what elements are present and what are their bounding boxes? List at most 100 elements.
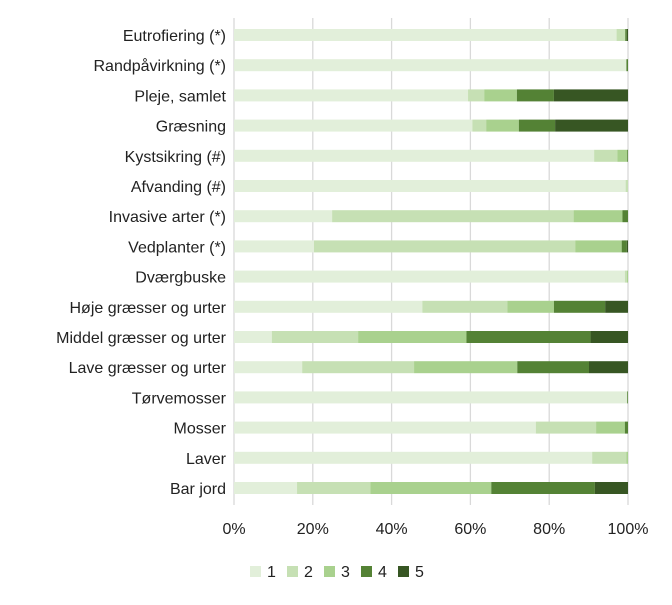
bar-segment-series-2 (271, 331, 359, 343)
bar-segment-series-5 (626, 29, 628, 41)
bar-segment-series-5 (626, 240, 628, 253)
legend-swatch (361, 566, 372, 577)
bar-segment-series-4 (625, 29, 627, 41)
bar-segment-series-2 (468, 89, 485, 102)
bar-segment-series-1 (234, 119, 473, 132)
legend-swatch (250, 566, 261, 577)
category-label: Laver (186, 451, 227, 468)
category-label: Mosser (174, 421, 227, 438)
category-label: Vedplanter (*) (128, 239, 226, 256)
legend: 1 2 3 4 5 (250, 564, 424, 581)
bar-segment-series-1 (234, 240, 314, 253)
bar-segment-series-5 (605, 300, 628, 313)
x-tick-label: 60% (454, 521, 486, 538)
x-tick-label: 100% (608, 521, 649, 538)
bar-segment-series-4 (621, 240, 627, 253)
bar-segment-series-2 (594, 149, 618, 162)
category-label: Middel græsser og urter (56, 330, 227, 347)
bar-segment-series-5 (553, 89, 628, 102)
bar-segment-series-3 (626, 451, 628, 464)
x-tick-label: 40% (376, 521, 408, 538)
bar-segment-series-1 (234, 300, 423, 313)
legend-label: 3 (341, 564, 350, 581)
bar-segment-series-4 (624, 421, 628, 434)
legend-label: 2 (304, 564, 313, 581)
category-label: Afvanding (#) (131, 179, 226, 196)
bar-segment-series-2 (535, 421, 597, 434)
bar-segment-series-4 (517, 361, 589, 374)
category-labels: Eutrofiering (*) Randpåvirkning (*) Pleje,… (56, 28, 227, 498)
bar-segment-series-4 (491, 482, 595, 494)
category-label: Dværgbuske (135, 270, 226, 287)
bar-segment-series-1 (234, 210, 333, 223)
bar-segment-series-3 (507, 300, 554, 313)
category-label: Høje græsser og urter (70, 300, 227, 317)
bar-segment-series-2 (302, 361, 415, 374)
bar-segment-series-4 (622, 210, 628, 223)
bar-segment-series-4 (627, 391, 628, 404)
category-label: Eutrofiering (*) (123, 28, 226, 45)
bar-segment-series-1 (234, 361, 303, 374)
legend-label: 1 (267, 564, 276, 581)
bar-segment-series-2 (616, 29, 626, 41)
bar-segment-series-4 (627, 149, 628, 162)
category-label: Randpåvirkning (*) (93, 57, 226, 75)
bar-segment-series-2 (625, 180, 628, 192)
legend-swatch (398, 566, 409, 577)
bar-segment-series-3 (370, 482, 492, 494)
category-label: Invasive arter (*) (109, 209, 226, 226)
x-tick-label: 80% (533, 521, 565, 538)
bar-segment-series-3 (575, 240, 622, 253)
bar-segment-series-3 (358, 331, 467, 343)
bar-segment-series-1 (234, 59, 627, 72)
legend-label: 5 (415, 564, 424, 581)
bar-segment-series-4 (516, 89, 554, 102)
x-tick-label: 0% (222, 521, 245, 538)
bar-segment-series-1 (234, 451, 593, 464)
bar-segment-series-4 (466, 331, 591, 343)
bar-segment-series-1 (234, 421, 536, 434)
bar-segment-series-5 (590, 331, 628, 343)
bar-segment-series-2 (624, 270, 627, 283)
bar-segment-series-3 (486, 119, 519, 132)
bar-segment-series-2 (472, 119, 487, 132)
bar-segment-series-5 (588, 361, 628, 374)
bar-segment-series-2 (422, 300, 508, 313)
bar-segment-series-1 (234, 89, 469, 102)
bar-segment-series-3 (626, 270, 628, 283)
x-tick-label: 20% (297, 521, 329, 538)
bar-segment-series-4 (518, 119, 556, 132)
bar-segment-series-1 (234, 270, 625, 283)
category-label: Bar jord (170, 481, 226, 498)
bar-segment-series-3 (573, 210, 623, 223)
legend-label: 4 (378, 564, 387, 581)
category-label: Pleje, samlet (134, 88, 226, 105)
bar-segment-series-3 (596, 421, 625, 434)
bar-segment-series-1 (234, 149, 595, 162)
bar-segment-series-3 (617, 149, 628, 162)
category-label: Kystsikring (#) (125, 149, 226, 166)
category-label: Tørvemosser (132, 390, 227, 407)
bar-segment-series-1 (234, 482, 298, 494)
bar-segment-series-5 (555, 119, 628, 132)
bar-segment-series-2 (297, 482, 371, 494)
bar-segment-series-1 (234, 29, 617, 41)
bar-segment-series-4 (626, 59, 628, 72)
bars (234, 29, 628, 494)
bar-segment-series-5 (594, 482, 628, 494)
bar-segment-series-2 (313, 240, 576, 253)
bar-segment-series-1 (234, 391, 628, 404)
category-label: Græsning (156, 119, 226, 136)
bar-segment-series-1 (234, 180, 626, 192)
bar-segment-series-1 (234, 331, 272, 343)
bar-segment-series-2 (592, 451, 627, 464)
bar-segment-series-4 (553, 300, 606, 313)
legend-swatch (287, 566, 298, 577)
bar-segment-series-2 (332, 210, 574, 223)
x-tick-labels: 0% 20% 40% 60% 80% 100% (222, 521, 648, 538)
bar-segment-series-3 (414, 361, 518, 374)
legend-swatch (324, 566, 335, 577)
bar-segment-series-3 (484, 89, 517, 102)
category-label: Lave græsser og urter (69, 360, 227, 377)
